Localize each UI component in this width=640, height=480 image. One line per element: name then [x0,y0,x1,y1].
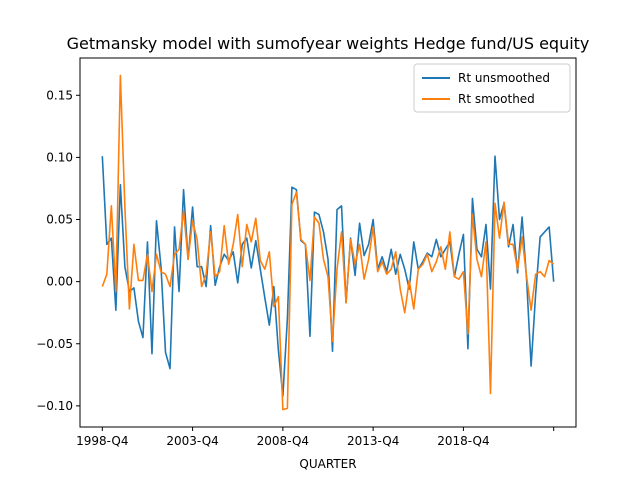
chart-title: Getmansky model with sumofyear weights H… [67,34,590,53]
x-axis-label: QUARTER [299,457,356,471]
x-tick-label: 2013-Q4 [347,434,399,448]
y-tick-label: 0.15 [46,88,73,102]
legend-box [413,63,571,113]
legend: Rt unsmoothed Rt smoothed [413,63,571,113]
x-tick-label: 2008-Q4 [257,434,309,448]
x-tick-label: 2018-Q4 [437,434,489,448]
y-tick-label: 0.05 [46,213,73,227]
plot-area [101,74,555,411]
series-line-unsmoothed [101,155,555,397]
y-tick-label: −0.10 [36,399,73,413]
x-tick-label: 1998-Q4 [76,434,128,448]
axes: −0.10 −0.05 0.00 0.05 0.10 0.15 1998-Q4 2003-Q4… [36,57,577,448]
plot-frame [79,57,577,428]
legend-label: Rt unsmoothed [458,71,550,85]
x-tick-label: 2003-Q4 [166,434,218,448]
y-tick-label: −0.05 [36,337,73,351]
y-tick-label: 0.00 [46,275,73,289]
series-line-smoothed [101,74,555,411]
y-tick-label: 0.10 [46,150,73,164]
legend-label: Rt smoothed [458,92,535,106]
